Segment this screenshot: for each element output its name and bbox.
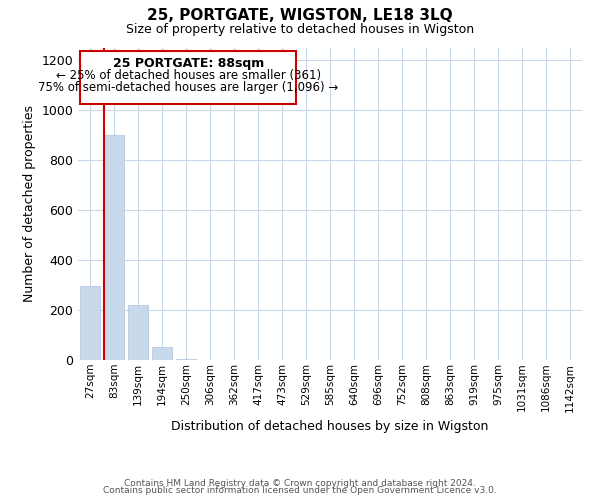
Bar <box>128 305 148 360</box>
Text: Contains public sector information licensed under the Open Government Licence v3: Contains public sector information licen… <box>103 486 497 495</box>
Text: 25, PORTGATE, WIGSTON, LE18 3LQ: 25, PORTGATE, WIGSTON, LE18 3LQ <box>147 8 453 22</box>
Text: 25 PORTGATE: 88sqm: 25 PORTGATE: 88sqm <box>113 58 264 70</box>
Text: 75% of semi-detached houses are larger (1,096) →: 75% of semi-detached houses are larger (… <box>38 80 338 94</box>
Bar <box>152 347 172 360</box>
X-axis label: Distribution of detached houses by size in Wigston: Distribution of detached houses by size … <box>172 420 488 433</box>
Y-axis label: Number of detached properties: Number of detached properties <box>23 106 36 302</box>
Bar <box>176 359 196 360</box>
Text: Contains HM Land Registry data © Crown copyright and database right 2024.: Contains HM Land Registry data © Crown c… <box>124 478 476 488</box>
FancyBboxPatch shape <box>80 52 296 104</box>
Bar <box>104 135 124 360</box>
Text: ← 25% of detached houses are smaller (361): ← 25% of detached houses are smaller (36… <box>56 68 321 82</box>
Text: Size of property relative to detached houses in Wigston: Size of property relative to detached ho… <box>126 22 474 36</box>
Bar <box>80 286 100 360</box>
